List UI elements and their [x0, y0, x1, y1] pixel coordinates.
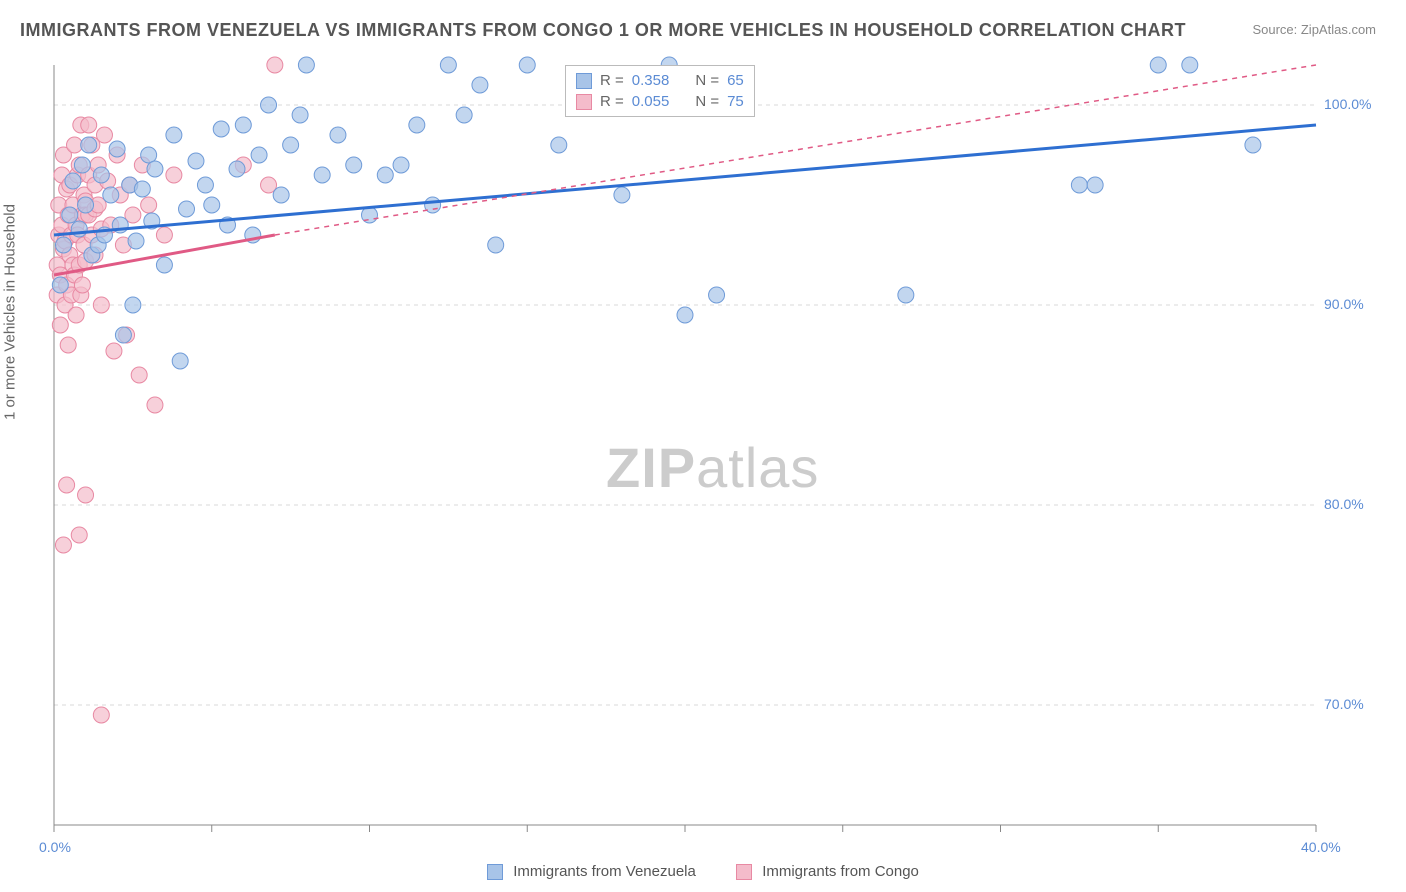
stats-row-congo: R = 0.055 N = 75: [576, 91, 744, 112]
legend-bottom: Immigrants from Venezuela Immigrants fro…: [0, 863, 1406, 880]
y-tick-label: 80.0%: [1324, 496, 1364, 512]
swatch-venezuela-icon: [487, 864, 503, 880]
swatch-congo-icon: [736, 864, 752, 880]
stats-row-venezuela: R = 0.358 N = 65: [576, 70, 744, 91]
y-tick-label: 90.0%: [1324, 296, 1364, 312]
legend-item-venezuela: Immigrants from Venezuela: [487, 863, 700, 880]
legend-item-congo: Immigrants from Congo: [736, 863, 919, 880]
y-axis-label: 1 or more Vehicles in Household: [2, 204, 19, 420]
chart-title: IMMIGRANTS FROM VENEZUELA VS IMMIGRANTS …: [20, 20, 1186, 41]
scatter-chart: [46, 55, 1386, 835]
x-tick-label: 40.0%: [1301, 839, 1341, 855]
swatch-congo-icon: [576, 94, 592, 110]
stats-legend-box: R = 0.358 N = 65 R = 0.055 N = 75: [565, 65, 755, 117]
chart-container: ZIPatlas: [46, 55, 1386, 835]
swatch-venezuela-icon: [576, 73, 592, 89]
y-tick-label: 100.0%: [1324, 96, 1371, 112]
y-tick-label: 70.0%: [1324, 696, 1364, 712]
source-attribution: Source: ZipAtlas.com: [1252, 22, 1376, 37]
x-tick-label: 0.0%: [39, 839, 71, 855]
